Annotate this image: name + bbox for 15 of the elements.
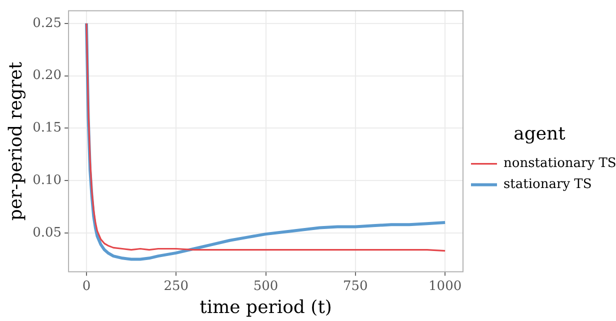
x-axis-title: time period (t) [200,296,332,318]
x-tick-label: 250 [164,278,189,294]
x-tick-label: 0 [82,278,91,294]
legend-label: nonstationary TS [504,156,616,172]
x-tick-label: 1000 [428,278,462,294]
legend-label: stationary TS [504,177,592,192]
y-axis-title: per-period regret [5,61,26,221]
y-tick-label: 0.25 [32,16,62,31]
y-tick-label: 0.15 [32,120,62,136]
y-tick-label: 0.20 [32,68,62,84]
y-tick-label: 0.05 [32,225,62,240]
legend-title: agent [514,123,566,144]
x-tick-label: 500 [253,278,278,294]
x-tick-label: 750 [343,278,368,294]
y-tick-label: 0.10 [32,172,62,188]
